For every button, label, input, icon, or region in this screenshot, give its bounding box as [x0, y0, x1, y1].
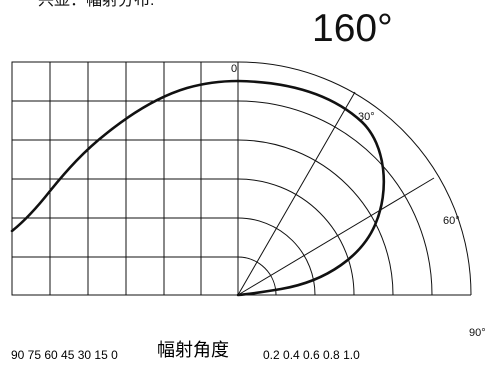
rectangular-grid	[11, 61, 239, 296]
left-intensity-curve	[10, 79, 240, 233]
radiation-angle-label: 幅射角度	[157, 340, 229, 361]
sixty-degree-label: 60°	[443, 215, 460, 227]
left-axis-ticks: 90 75 60 45 30 15 0	[11, 348, 118, 362]
polar-arc	[237, 100, 433, 296]
right-polar-intensity-curve	[236, 79, 386, 297]
polar-arc	[237, 256, 277, 296]
ninety-degree-label: 90°	[469, 327, 486, 339]
polar-arc	[237, 178, 355, 296]
polar-arc	[237, 139, 394, 296]
polar-arc	[237, 61, 472, 296]
top-partial-title: 兴显：幅射分布:	[38, 0, 155, 9]
zero-degree-label: 0	[231, 63, 238, 75]
beam-angle-title: 160°	[312, 7, 393, 50]
polar-thirty-ray	[237, 91, 356, 296]
right-axis-ticks: 0.2 0.4 0.6 0.8 1.0	[263, 348, 360, 362]
polar-grid	[237, 61, 472, 296]
thirty-degree-label: 30°	[358, 111, 375, 123]
polar-sixty-ray	[237, 177, 435, 296]
